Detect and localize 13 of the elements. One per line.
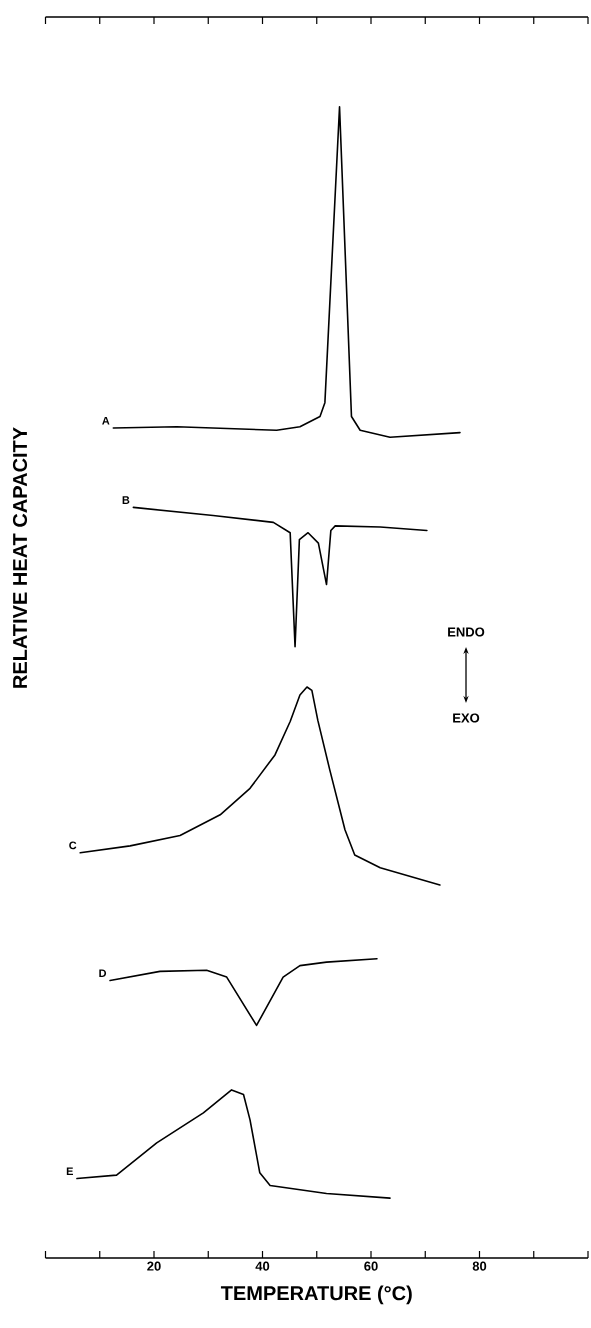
annotation: EXO — [452, 713, 480, 723]
x-tick-label: 60 — [364, 1261, 378, 1271]
series-label: D — [99, 969, 106, 978]
x-tick-label: 40 — [255, 1261, 270, 1271]
x-tick-label: 80 — [472, 1261, 487, 1271]
series-label: B — [122, 496, 130, 504]
y-axis-title: RELATIVE HEAT CAPACITY — [12, 427, 27, 688]
series-label: A — [101, 416, 110, 425]
x-tick-label: 20 — [147, 1261, 161, 1271]
x-axis-title: TEMPERATURE (°C) — [220, 1285, 412, 1305]
series-label: C — [69, 841, 77, 850]
series-label: E — [66, 1167, 73, 1176]
annotation: ENDO — [447, 627, 485, 637]
